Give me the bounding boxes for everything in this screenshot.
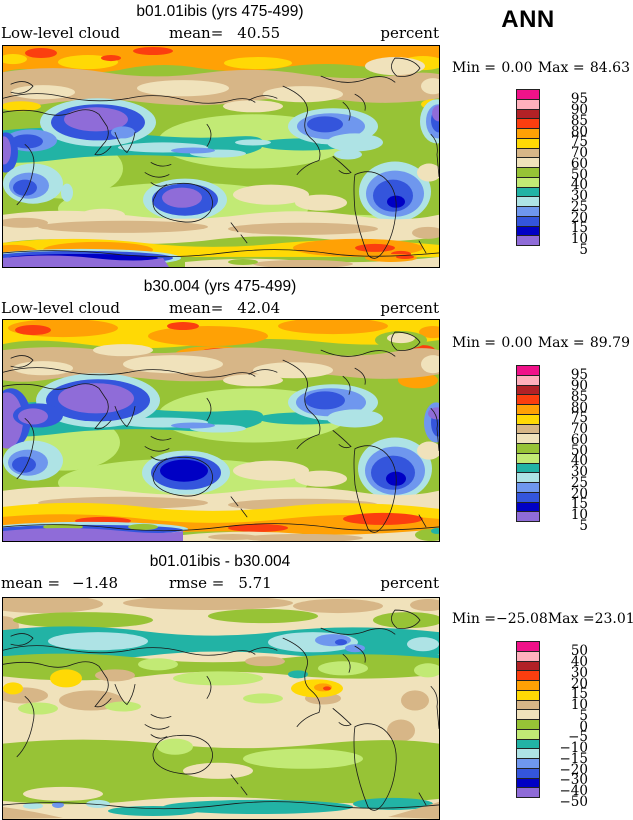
panel3-rmse-stat: rmse = 5.71 <box>169 574 272 592</box>
colorbar-tick-label: 30 <box>570 464 588 480</box>
colorbar-tick-label: 30 <box>570 188 588 204</box>
colorbar-tick-label: 20 <box>570 485 588 502</box>
panel2-colorbar: 95 90 85 80 75 70 60 50 40 30 25 20 15 10 5 <box>516 365 596 533</box>
colorbar-tick-label: 60 <box>570 431 588 448</box>
colorbar-tick-label: 50 <box>570 442 588 459</box>
panel3-title: b01.01ibis - b30.004 <box>149 553 291 570</box>
panel1-title: b01.01ibis (yrs 475-499) <box>136 3 304 20</box>
colorbar-tick-label: 75 <box>570 410 588 427</box>
colorbar-tick-label: 70 <box>570 145 588 161</box>
map2-regions <box>3 320 439 541</box>
colorbar-tick-label: 95 <box>570 367 588 384</box>
colorbar-tick-label: 15 <box>570 496 588 513</box>
colorbar-tick-label: −50 <box>559 793 589 810</box>
panel1-units-label: percent <box>380 24 439 42</box>
panel2-minmax: Min = 0.00 Max = 89.79 <box>452 335 630 351</box>
colorbar-tick-label: 85 <box>570 112 588 129</box>
colorbar-tick-label: −40 <box>559 783 589 799</box>
colorbar-tick-label: 5 <box>579 517 588 534</box>
panel3-units-label: percent <box>380 574 439 592</box>
colorbar-tick-label: 90 <box>570 378 588 394</box>
colorbar-tick-label: 10 <box>570 697 588 713</box>
colorbar-tick-label: 95 <box>570 91 588 108</box>
panel1-stats: Low-level cloud mean= 40.55 percent <box>1 24 439 42</box>
map-panel1-b01-01ibis <box>2 45 440 268</box>
panel1-minmax: Min = 0.00 Max = 84.63 <box>452 60 630 76</box>
panel3-stats: mean = −1.48 rmse = 5.71 percent <box>1 574 439 592</box>
colorbar-tick-label: 5 <box>579 241 588 258</box>
colorbar-tick-label: 10 <box>570 231 588 247</box>
panel3-minmax: Min = −25.08 Max = 23.01 <box>452 611 633 627</box>
panel2-units-label: percent <box>380 299 439 317</box>
map-panel3-difference <box>2 597 440 820</box>
colorbar-tick-label: 25 <box>570 474 588 491</box>
colorbar-tick-label: −30 <box>559 772 589 789</box>
colorbar-cell <box>516 235 540 246</box>
panel2-mean-stat: mean= 42.04 <box>169 299 281 317</box>
colorbar-tick-label: 75 <box>570 134 588 151</box>
colorbar-tick-label: 70 <box>570 421 588 437</box>
colorbar-tick-label: 0 <box>579 718 588 735</box>
panel3-colorbar: 50 40 30 20 15 10 5 0 −5 −10 −15 −20 −30 −40 −50 <box>516 641 596 809</box>
colorbar-tick-label: −15 <box>559 750 589 767</box>
map3-regions <box>3 598 439 819</box>
panel3-mean-stat: mean = −1.48 <box>1 574 119 592</box>
colorbar-tick-label: 80 <box>570 399 588 416</box>
colorbar-tick-label: −10 <box>559 740 589 756</box>
colorbar-cell <box>516 511 540 522</box>
colorbar-tick-label: 15 <box>570 686 588 703</box>
colorbar-tick-label: 80 <box>570 123 588 140</box>
colorbar-tick-label: 40 <box>570 654 588 670</box>
colorbar-tick-label: 90 <box>570 102 588 118</box>
map-panel2-b30-004 <box>2 319 440 542</box>
colorbar-cell <box>516 787 540 798</box>
colorbar-tick-label: 50 <box>570 643 588 660</box>
colorbar-tick-label: 85 <box>570 388 588 405</box>
colorbar-tick-label: 25 <box>570 198 588 215</box>
colorbar-tick-label: 50 <box>570 166 588 183</box>
panel1-mean-stat: mean= 40.55 <box>169 24 281 42</box>
colorbar-tick-label: 40 <box>570 177 588 194</box>
colorbar-tick-label: 20 <box>570 675 588 692</box>
colorbar-tick-label: 15 <box>570 220 588 237</box>
colorbar-tick-label: 60 <box>570 155 588 172</box>
panel2-title: b30.004 (yrs 475-499) <box>143 278 297 295</box>
colorbar-tick-label: 30 <box>570 664 588 681</box>
panel2-variable-label: Low-level cloud <box>1 299 120 317</box>
colorbar-tick-label: 20 <box>570 209 588 226</box>
panel1-colorbar: 95 90 85 80 75 70 60 50 40 30 25 20 15 10 5 <box>516 89 596 257</box>
colorbar-tick-label: 5 <box>579 707 588 724</box>
colorbar-tick-label: −20 <box>559 761 589 778</box>
panel2-stats: Low-level cloud mean= 42.04 percent <box>1 299 439 317</box>
colorbar-tick-label: 40 <box>570 453 588 470</box>
colorbar-tick-label: 10 <box>570 507 588 523</box>
season-label: ANN <box>501 6 555 33</box>
map1-regions <box>3 46 439 267</box>
colorbar-tick-label: −5 <box>568 729 588 746</box>
panel1-variable-label: Low-level cloud <box>1 24 120 42</box>
